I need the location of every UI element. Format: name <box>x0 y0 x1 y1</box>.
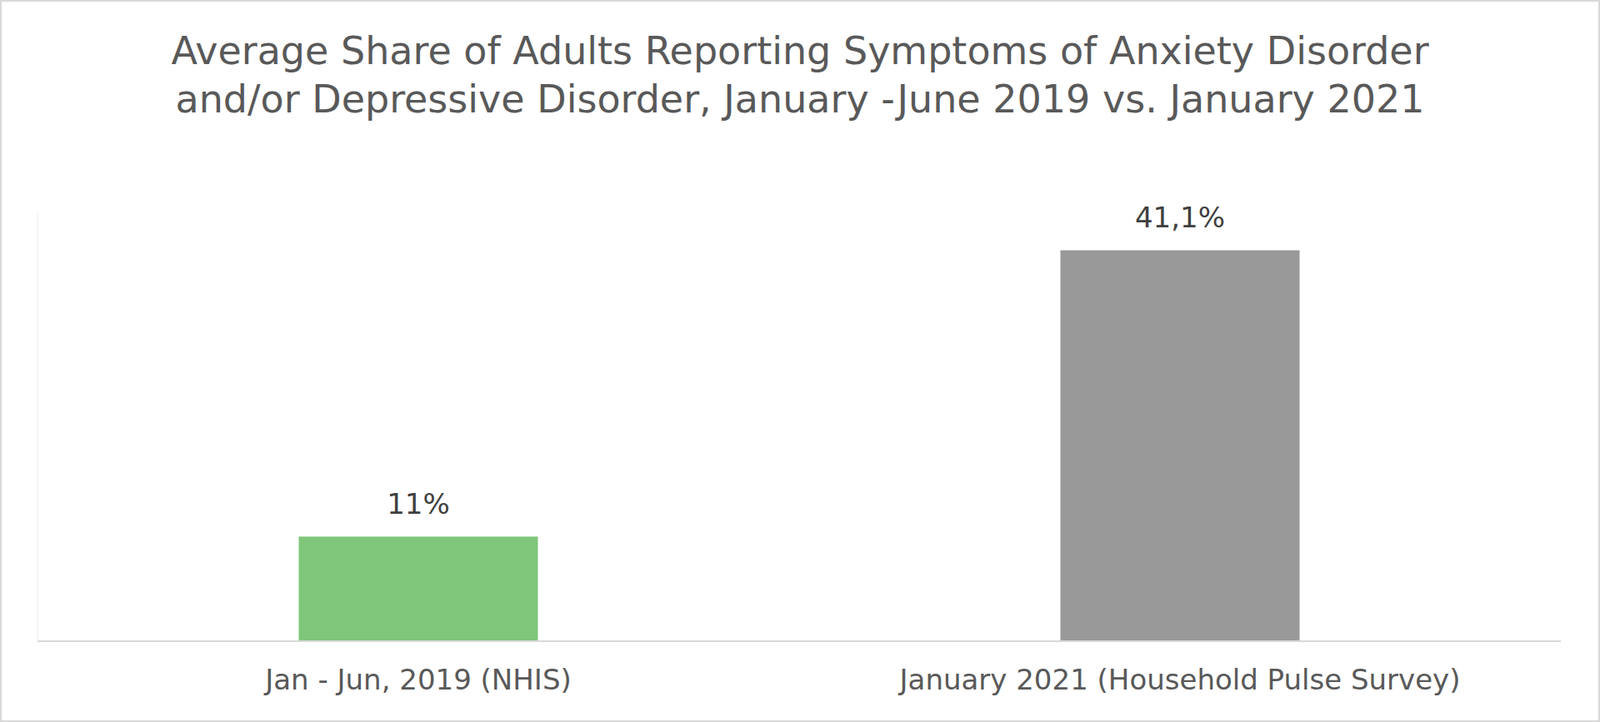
title-line: Average Share of Adults Reporting Sympto… <box>170 28 1429 74</box>
chart-root: Average Share of Adults Reporting Sympto… <box>0 0 1600 722</box>
data-label: 11% <box>386 487 450 521</box>
data-label: 41,1% <box>1135 200 1225 235</box>
chart-frame <box>0 0 1600 722</box>
title-line: and/or Depressive Disorder, January -Jun… <box>175 76 1425 122</box>
y-axis-line <box>37 213 39 642</box>
bars <box>299 250 1300 642</box>
chart-title: Average Share of Adults Reporting Sympto… <box>170 28 1429 122</box>
chart-svg: Average Share of Adults Reporting Sympto… <box>0 0 1600 722</box>
bar <box>1060 250 1300 642</box>
category-label: Jan - Jun, 2019 (NHIS) <box>263 663 572 697</box>
bar <box>299 536 539 642</box>
x-axis-line <box>37 640 1561 643</box>
title-group: Average Share of Adults Reporting Sympto… <box>170 28 1429 122</box>
category-label: January 2021 (Household Pulse Survey) <box>898 663 1461 697</box>
